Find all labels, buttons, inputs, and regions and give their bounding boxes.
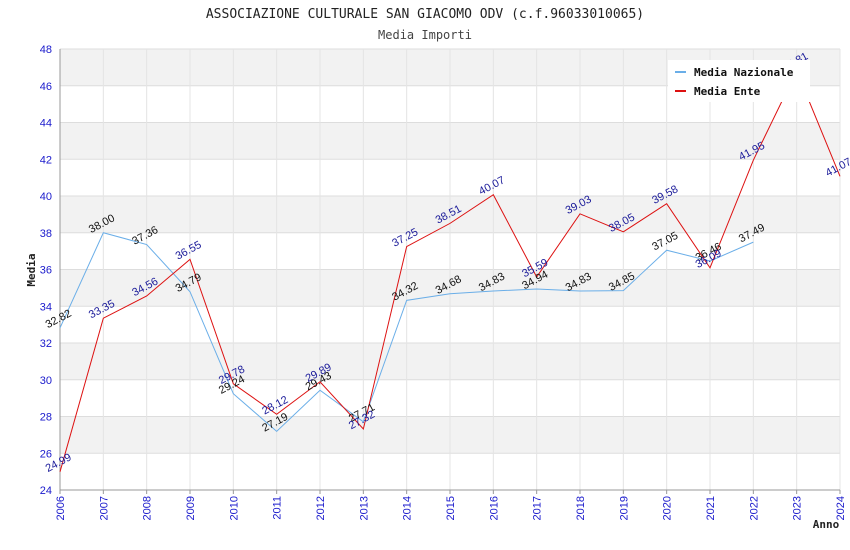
x-tick-label: 2010	[228, 496, 240, 520]
x-tick-label: 2007	[98, 496, 110, 520]
chart-subtitle: Media Importi	[378, 28, 472, 42]
x-tick-label: 2013	[358, 496, 370, 520]
x-axis-title: Anno	[813, 518, 840, 531]
x-tick-label: 2024	[835, 496, 847, 520]
grid-lines	[59, 48, 841, 491]
y-tick-label: 44	[40, 118, 52, 130]
y-axis-ticks: 24 26 28 30 32 34 36 38 40 42 44 46 48	[40, 44, 52, 497]
y-tick-label: 28	[40, 412, 52, 424]
chart-title: ASSOCIAZIONE CULTURALE SAN GIACOMO ODV (…	[206, 7, 644, 22]
x-tick-label: 2022	[748, 496, 760, 520]
series-line-media-ente	[59, 69, 841, 472]
x-tick-label: 2012	[315, 496, 327, 520]
series-lines	[59, 69, 841, 472]
legend-entry: Media Nazionale	[694, 66, 794, 79]
y-tick-label: 42	[40, 154, 52, 166]
y-tick-label: 36	[40, 265, 52, 277]
y-tick-label: 48	[40, 44, 52, 56]
x-tick-label: 2019	[618, 496, 630, 520]
y-tick-label: 40	[40, 191, 52, 203]
y-tick-label: 46	[40, 81, 52, 93]
x-axis-ticks: 2006 2007 2008 2009 2010 2011 2012 2013 2014 2015…	[55, 496, 847, 520]
y-tick-label: 26	[40, 448, 52, 460]
x-tick-label: 2008	[142, 496, 154, 520]
data-label: 36.55	[174, 239, 204, 263]
x-tick-label: 2023	[792, 496, 804, 520]
y-tick-label: 32	[40, 338, 52, 350]
x-tick-label: 2014	[402, 496, 414, 520]
data-label: 37.05	[650, 230, 680, 254]
y-tick-label: 38	[40, 228, 52, 240]
x-tick-label: 2017	[532, 496, 544, 520]
x-tick-label: 2020	[662, 496, 674, 520]
y-tick-label: 24	[40, 485, 52, 497]
x-tick-label: 2006	[55, 496, 67, 520]
y-tick-label: 34	[40, 301, 52, 313]
legend-box	[668, 60, 810, 102]
x-tick-label: 2016	[488, 496, 500, 520]
data-label: 40.07	[477, 174, 507, 198]
series-line-media-nazionale	[59, 232, 754, 433]
legend-entry: Media Ente	[694, 85, 761, 98]
x-tick-label: 2018	[575, 496, 587, 520]
x-tick-label: 2021	[705, 496, 717, 520]
x-tick-label: 2015	[445, 496, 457, 520]
y-axis-title: Media	[25, 253, 38, 286]
legend: Media Nazionale Media Ente	[668, 60, 810, 102]
y-tick-label: 30	[40, 375, 52, 387]
x-tick-label: 2011	[272, 496, 284, 520]
axes	[59, 49, 841, 494]
x-tick-label: 2009	[185, 496, 197, 520]
